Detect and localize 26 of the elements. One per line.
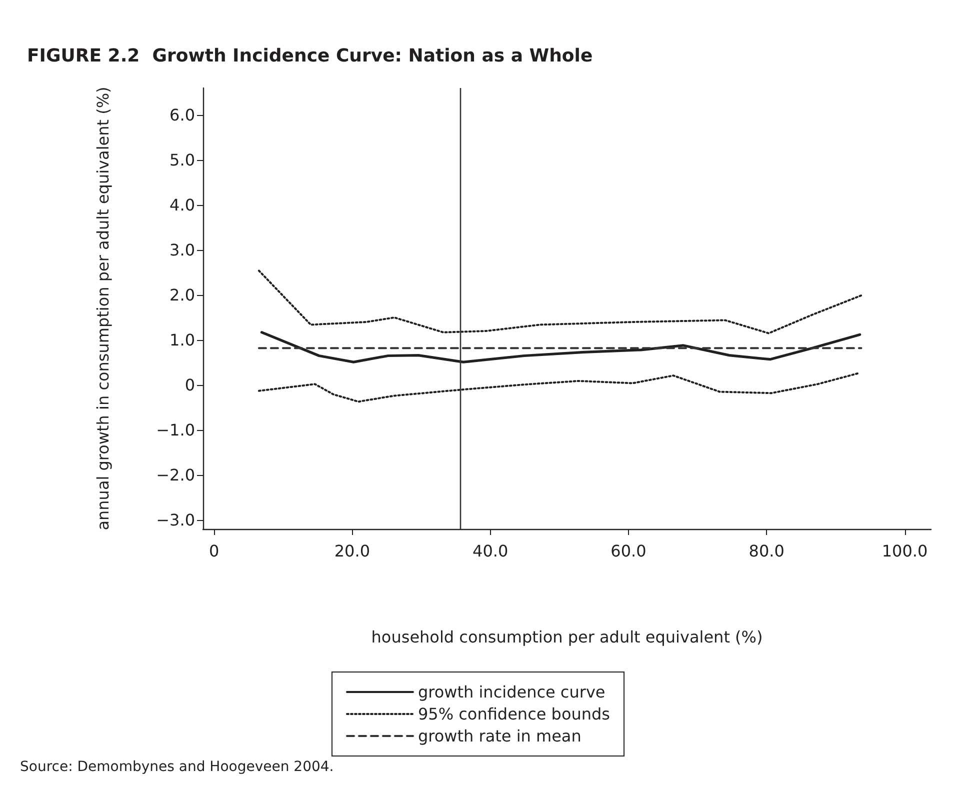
y-tick-label: 3.0 [170, 240, 195, 260]
line-series [258, 372, 861, 403]
x-tick-label: 60.0 [610, 542, 646, 560]
source-note: Source: Demombynes and Hoogeveen 2004. [20, 759, 334, 775]
y-tick-label: 5.0 [170, 150, 195, 170]
legend-label: growth rate in mean [418, 726, 582, 746]
legend-label: growth incidence curve [418, 682, 606, 702]
x-tick-label: 100.0 [882, 542, 928, 560]
y-tick-label: 4.0 [170, 196, 195, 214]
x-tick-label: 80.0 [748, 542, 784, 560]
y-tick-label: −3.0 [156, 510, 195, 530]
y-tick-label: −1.0 [156, 420, 195, 440]
x-tick-label: 40.0 [472, 542, 508, 560]
line-series [260, 331, 862, 364]
chart-title: FIGURE 2.2 Growth Incidence Curve: Nation as a Whole [27, 46, 593, 66]
line-series [258, 270, 862, 334]
y-tick-label: 2.0 [170, 286, 195, 304]
y-tick-label: 0 [184, 376, 195, 394]
x-tick-label: 0 [208, 542, 220, 560]
x-tick-label: 20.0 [334, 542, 370, 560]
y-tick-label: 6.0 [170, 106, 195, 124]
y-tick-label: 1.0 [170, 330, 195, 350]
legend-label: 95% confidence bounds [418, 704, 610, 724]
y-tick-label: −2.0 [156, 466, 195, 484]
y-axis-title: annual growth in consumption per adult equivalent (%) [94, 86, 112, 530]
x-axis-title: household consumption per adult equivalent (%) [371, 628, 763, 646]
